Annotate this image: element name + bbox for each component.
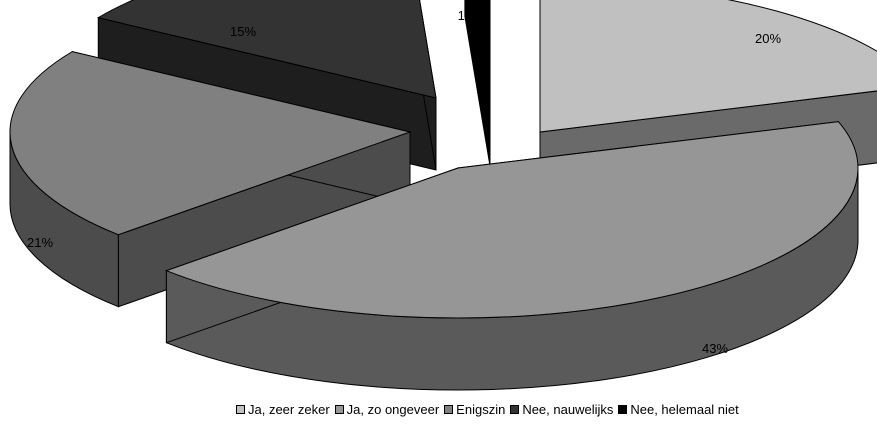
- data-label-2: 43%: [702, 341, 728, 356]
- pie-slice-top: [164, 121, 859, 319]
- legend-swatch: [510, 405, 520, 414]
- legend-item-1: Ja, zeer zeker: [236, 402, 330, 417]
- data-label-1: 20%: [755, 31, 781, 46]
- pie-chart: 20% 43% 21% 15% 1%: [9, 0, 877, 391]
- legend-label: Enigszin: [456, 402, 506, 417]
- data-label-4: 15%: [230, 24, 256, 39]
- pie-slice-top: [9, 51, 412, 236]
- legend: Ja, zeer zeker Ja, zo ongeveer Enigszin Nee…: [236, 402, 744, 417]
- legend-label: Nee, helemaal niet: [630, 402, 739, 417]
- pie-slice-2: [164, 121, 859, 391]
- legend-item-5: Nee, helemaal niet: [618, 402, 739, 417]
- pie-slice-top: [539, 0, 877, 133]
- pie-slice-top: [473, 0, 491, 95]
- legend-label: Nee, nauwelijks: [522, 402, 614, 417]
- legend-swatch: [236, 405, 245, 414]
- legend-swatch: [618, 405, 628, 414]
- legend-item-3: Enigszin: [444, 402, 505, 417]
- legend-item-2: Ja, zo ongeveer: [334, 402, 440, 417]
- data-label-3: 21%: [27, 235, 53, 250]
- legend-item-4: Nee, nauwelijks: [510, 402, 613, 417]
- legend-swatch: [444, 405, 454, 414]
- legend-label: Ja, zeer zeker: [248, 402, 330, 417]
- data-label-5: 1%: [458, 8, 477, 23]
- legend-label: Ja, zo ongeveer: [346, 402, 440, 417]
- pie-slice-top: [96, 0, 437, 99]
- legend-swatch: [334, 405, 344, 414]
- pie-slice-5: [464, 0, 491, 167]
